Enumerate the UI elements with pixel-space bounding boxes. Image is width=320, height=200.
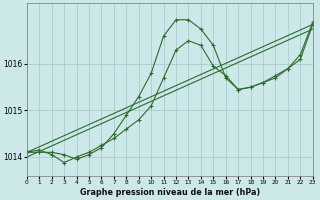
X-axis label: Graphe pression niveau de la mer (hPa): Graphe pression niveau de la mer (hPa) <box>80 188 260 197</box>
